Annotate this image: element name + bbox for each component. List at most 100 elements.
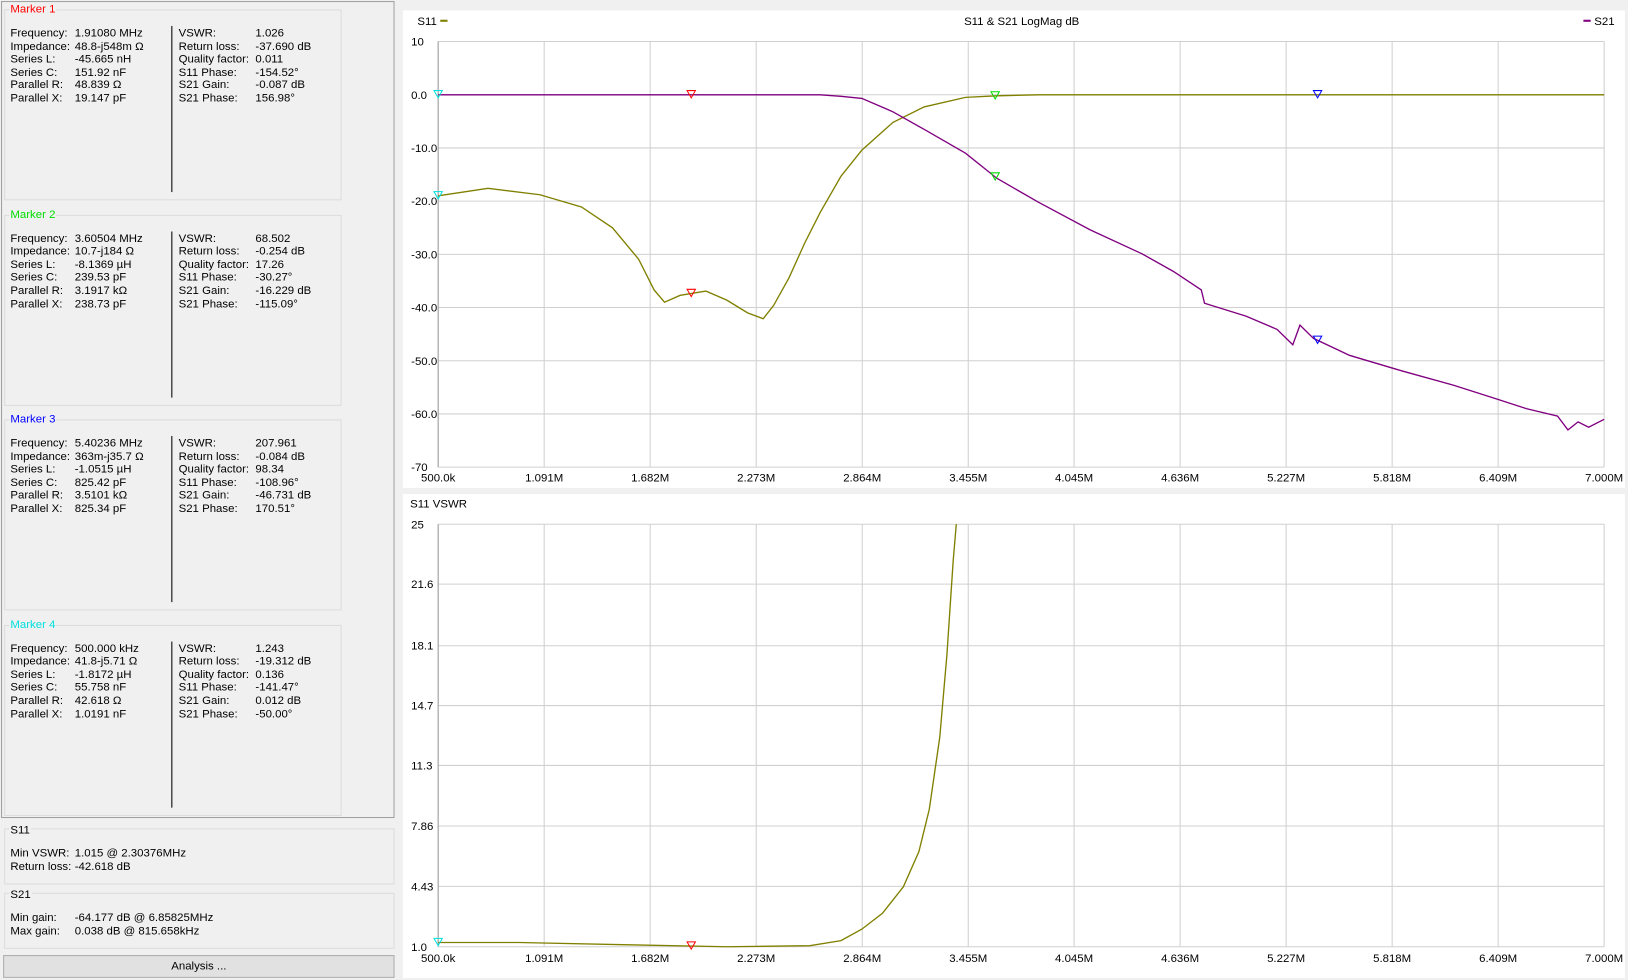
field-label: S21 Gain: — [178, 79, 230, 92]
x-tick-label: 2.864M — [843, 953, 881, 965]
chart-title: S11 & S21 LogMag dB — [964, 16, 1079, 28]
field-value: 55.758 nF — [74, 681, 127, 694]
field-value: 0.011 — [255, 53, 284, 66]
field-value: -141.47° — [255, 681, 299, 694]
field-value: 48.839 Ω — [74, 79, 122, 92]
field-value: -154.52° — [255, 66, 299, 79]
field-value: 207.961 — [255, 437, 297, 450]
field-value: -0.254 dB — [255, 245, 305, 258]
field-label: Series L: — [10, 53, 56, 66]
field-value: 48.8-j548m Ω — [74, 40, 144, 53]
field-label: Frequency: — [10, 232, 68, 245]
x-tick-label: 2.273M — [737, 953, 775, 965]
marker-box — [4, 9, 342, 201]
marker-triangle — [433, 937, 444, 947]
marker-triangle — [686, 90, 697, 99]
analysis-button[interactable]: Analysis ... — [3, 955, 395, 978]
field-value: 239.53 pF — [74, 271, 127, 284]
x-tick-label: 1.682M — [631, 473, 669, 485]
field-value: -64.177 dB @ 6.85825MHz — [74, 911, 214, 924]
separator — [171, 25, 173, 193]
y-tick-label: 1.0 — [411, 942, 427, 954]
y-tick-label: 14.7 — [411, 701, 433, 713]
field-value: -50.00° — [255, 707, 293, 720]
field-label: Quality factor: — [178, 463, 250, 476]
field-value: 238.73 pF — [74, 297, 127, 310]
field-value: 825.42 pF — [74, 476, 127, 489]
x-tick-label: 4.045M — [1055, 953, 1093, 965]
y-tick-label: -50.0 — [411, 356, 437, 368]
field-label: S11 Phase: — [178, 681, 237, 694]
field-value: 151.92 nF — [74, 66, 127, 79]
field-value: -16.229 dB — [255, 284, 312, 297]
field-value: -19.312 dB — [255, 655, 312, 668]
marker-title: Marker 2 — [9, 208, 57, 222]
field-label: Parallel R: — [10, 79, 64, 92]
field-label: Series C: — [10, 66, 58, 79]
marker-title: Marker 4 — [9, 618, 57, 632]
series-line — [438, 524, 957, 948]
x-tick-label: 5.227M — [1267, 953, 1305, 965]
x-tick-label: 7.000M — [1585, 953, 1623, 965]
field-value: -45.665 nH — [74, 53, 132, 66]
y-tick-label: -30.0 — [411, 249, 437, 261]
field-value: 19.147 pF — [74, 92, 127, 105]
field-label: Min VSWR: — [10, 847, 70, 860]
field-value: -46.731 dB — [255, 489, 312, 502]
marker-box — [4, 624, 342, 816]
x-tick-label: 4.636M — [1161, 473, 1199, 485]
y-tick-label: 7.86 — [411, 821, 433, 833]
marker-triangle — [990, 91, 1001, 101]
field-label: Frequency: — [10, 642, 68, 655]
y-tick-label: -10.0 — [411, 143, 437, 155]
field-value: -30.27° — [255, 271, 293, 284]
field-value: -115.09° — [255, 297, 298, 310]
field-value: 500.000 kHz — [74, 642, 139, 655]
field-label: Impedance: — [10, 450, 71, 463]
field-value: 3.1917 kΩ — [74, 284, 128, 297]
field-label: Parallel X: — [10, 502, 63, 515]
field-label: S11 Phase: — [178, 66, 237, 79]
field-label: S21 Gain: — [178, 284, 230, 297]
field-label: Series C: — [10, 271, 58, 284]
marker-triangle — [433, 90, 444, 99]
field-label: Return loss: — [178, 245, 240, 258]
field-value: 10.7-j184 Ω — [74, 245, 135, 258]
field-value: 1.0191 nF — [74, 707, 127, 720]
x-tick-label: 2.273M — [737, 473, 775, 485]
x-tick-label: 5.818M — [1373, 473, 1411, 485]
x-tick-label: 7.000M — [1585, 473, 1623, 485]
marker-panel — [1, 1, 395, 819]
field-label: Impedance: — [10, 245, 71, 258]
field-label: Impedance: — [10, 655, 71, 668]
field-label: Return loss: — [178, 655, 240, 668]
summary-title: S21 — [9, 888, 32, 903]
x-tick-label: 6.409M — [1479, 953, 1517, 965]
field-value: -0.087 dB — [255, 79, 305, 92]
field-value: 41.8-j5.71 Ω — [74, 655, 138, 668]
y-tick-label: 0.0 — [411, 90, 427, 102]
field-label: Frequency: — [10, 26, 68, 40]
field-label: Parallel R: — [10, 284, 64, 297]
x-tick-label: 1.682M — [631, 953, 669, 965]
x-tick-label: 4.636M — [1161, 953, 1199, 965]
y-tick-label: 10 — [411, 37, 424, 49]
field-value: -42.618 dB — [74, 860, 131, 873]
field-value: -8.1369 µH — [74, 258, 132, 271]
chart-title: S11 VSWR — [410, 499, 467, 511]
field-value: 1.026 — [255, 26, 285, 40]
field-value: 156.98° — [255, 92, 295, 105]
field-label: Quality factor: — [178, 53, 250, 66]
marker-triangle — [1312, 90, 1323, 99]
separator — [171, 230, 173, 398]
field-label: Min gain: — [10, 911, 57, 924]
field-label: S21 Phase: — [178, 502, 238, 515]
field-value: 1.243 — [255, 642, 285, 655]
chart-background — [402, 10, 1625, 488]
field-value: 1.015 @ 2.30376MHz — [74, 847, 187, 860]
field-label: Series L: — [10, 463, 56, 476]
field-label: Quality factor: — [178, 668, 250, 681]
field-value: 0.136 — [255, 668, 285, 681]
